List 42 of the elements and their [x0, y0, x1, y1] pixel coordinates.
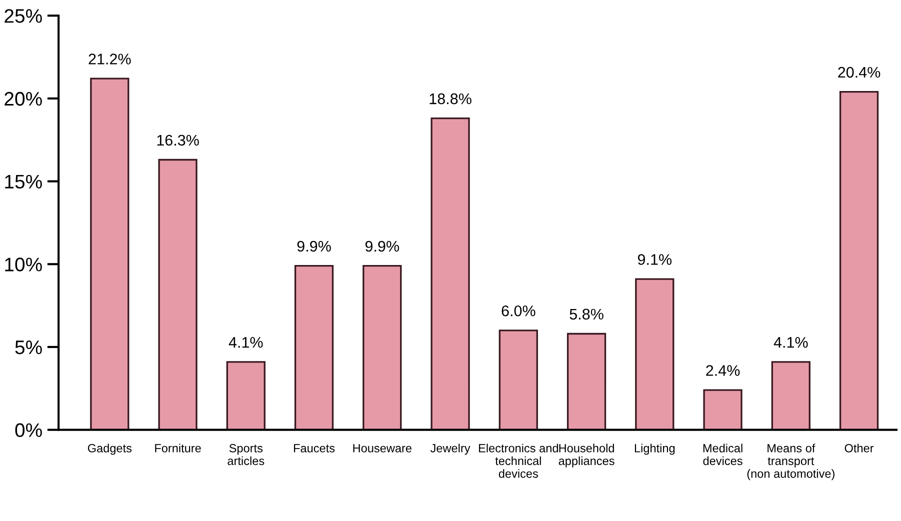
x-tick-label: Lighting	[634, 444, 675, 455]
y-tick-label: 20%	[4, 92, 42, 106]
data-label: 4.1%	[228, 337, 263, 348]
y-tick-label: 10%	[5, 258, 42, 272]
data-label: 6.0%	[502, 305, 536, 316]
data-label: 9.9%	[297, 240, 331, 252]
data-label: 9.1%	[638, 254, 672, 265]
x-tick-label: Other	[844, 444, 874, 452]
x-tick-label: Electronics and technical devices	[479, 444, 558, 478]
x-tick-label: Gadgets	[88, 444, 132, 455]
x-tick-label: Sports articles	[228, 444, 264, 466]
x-tick-label: Household appliances	[558, 444, 614, 468]
bar	[498, 330, 538, 430]
bar	[703, 389, 742, 430]
bar	[362, 264, 402, 430]
bar	[226, 361, 266, 430]
bar	[430, 118, 470, 430]
y-tick-label: 5%	[15, 340, 42, 354]
y-tick-label: 0%	[15, 423, 42, 438]
data-label: 5.8%	[570, 308, 604, 320]
data-label: 2.4%	[706, 365, 740, 376]
bar	[635, 278, 674, 430]
x-tick-label: Forniture	[155, 444, 201, 452]
data-label: 4.1%	[774, 337, 808, 348]
bar	[90, 78, 130, 430]
x-tick-label: Means of transport (non automotive)	[747, 444, 834, 480]
bar	[771, 361, 810, 430]
y-tick-label: 25%	[4, 9, 42, 23]
data-label: 18.8%	[430, 93, 472, 104]
x-tick-label: Medical devices	[703, 444, 742, 466]
x-tick-label: Jewelry	[430, 444, 470, 455]
x-tick-label: Faucets	[294, 444, 335, 452]
bar	[566, 332, 606, 430]
bar	[294, 264, 334, 430]
data-label: 16.3%	[157, 134, 199, 146]
data-label: 21.2%	[88, 54, 131, 64]
data-label: 20.4%	[838, 66, 880, 78]
y-tick-label: 15%	[5, 174, 42, 189]
data-label: 9.9%	[365, 240, 400, 252]
bar	[839, 91, 879, 430]
bar	[158, 158, 198, 430]
x-tick-label: Houseware	[353, 444, 412, 452]
